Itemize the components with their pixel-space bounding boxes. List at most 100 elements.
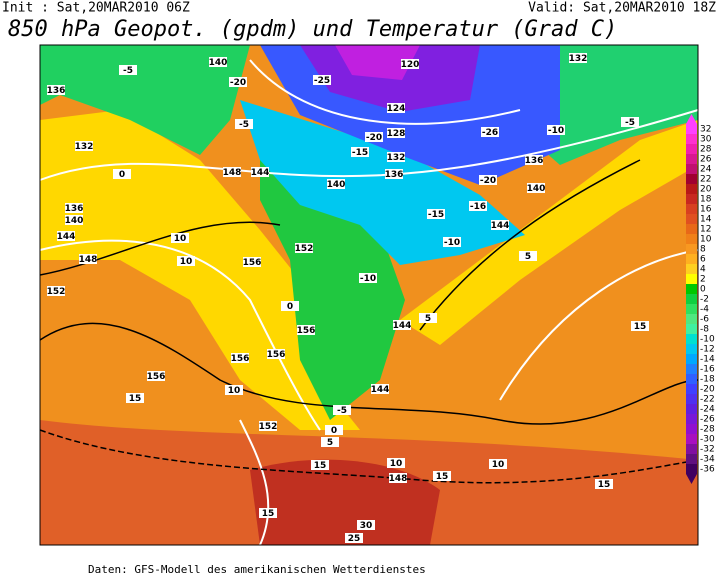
colorbar-swatch	[686, 294, 697, 304]
colorbar-swatch	[686, 324, 697, 334]
colorbar-swatch	[686, 434, 697, 444]
label-box	[259, 421, 277, 431]
label-box	[147, 371, 165, 381]
label-box	[489, 459, 507, 469]
label-box	[79, 254, 97, 264]
colorbar-bottom-arrow	[686, 474, 697, 484]
label-box	[631, 321, 649, 331]
colorbar-swatch	[686, 224, 697, 234]
colorbar-swatch	[686, 444, 697, 454]
label-box	[47, 85, 65, 95]
colorbar-swatch	[686, 184, 697, 194]
label-box	[371, 384, 389, 394]
colorbar-label: -26	[700, 415, 715, 425]
contour-label: 0	[287, 302, 293, 312]
contour-label: 10	[174, 234, 187, 244]
colorbar-swatch	[686, 404, 697, 414]
colorbar-label: 6	[700, 255, 706, 265]
colorbar-label: -30	[700, 435, 715, 445]
colorbar-top-arrow	[686, 114, 697, 124]
colorbar-label: 32	[700, 125, 711, 135]
contour-label: 124	[387, 104, 406, 114]
contour-label: 144	[251, 168, 270, 178]
label-box	[47, 286, 65, 296]
label-box	[389, 473, 407, 483]
colorbar-swatch	[686, 334, 697, 344]
footer-source: Daten: GFS-Modell des amerikanischen Wet…	[88, 563, 426, 576]
contour-label: 148	[79, 255, 98, 265]
label-box	[297, 325, 315, 335]
colorbar-swatch	[686, 254, 697, 264]
map-field	[39, 44, 699, 546]
contour-label: -5	[625, 118, 635, 128]
contour-label: 15	[436, 472, 449, 482]
colorbar-swatch	[686, 244, 697, 254]
colorbar-swatch	[686, 274, 697, 284]
colorbar-swatch	[686, 344, 697, 354]
contour-label: 136	[525, 156, 544, 166]
contour-label: 136	[47, 86, 66, 96]
contour-label: 148	[223, 168, 242, 178]
colorbar-swatch	[686, 374, 697, 384]
colorbar-label: 4	[700, 265, 706, 275]
label-box	[243, 257, 261, 267]
label-box	[387, 458, 405, 468]
contour-label: -16	[470, 202, 486, 212]
colorbar-label: -34	[700, 455, 715, 465]
contour-label: 15	[598, 480, 611, 490]
colorbar-label: -16	[700, 365, 715, 375]
colorbar-swatch	[686, 354, 697, 364]
contour-label: 152	[47, 287, 66, 297]
colorbar-swatch	[686, 264, 697, 274]
contour-label: 132	[387, 153, 406, 163]
colorbar-label: 0	[700, 285, 706, 295]
colorbar-label: 18	[700, 195, 712, 205]
contour-label: 25	[348, 534, 361, 544]
label-box	[225, 385, 243, 395]
label-box	[419, 313, 437, 323]
label-box	[65, 203, 83, 213]
colorbar-swatch	[686, 154, 697, 164]
contour-label: -10	[444, 238, 460, 248]
colorbar-swatch	[686, 464, 697, 474]
colorbar-label: 24	[700, 165, 712, 175]
contour-label: 128	[387, 129, 406, 139]
colorbar-swatch	[686, 364, 697, 374]
label-box	[126, 393, 144, 403]
colorbar-label: -28	[700, 425, 715, 435]
contour-label: -20	[480, 176, 496, 186]
label-box	[365, 132, 383, 142]
contour-label: 136	[65, 204, 84, 214]
contour-label: 144	[57, 232, 76, 242]
label-box	[325, 425, 343, 435]
colorbar-swatch	[686, 304, 697, 314]
label-box	[387, 103, 405, 113]
label-box	[443, 237, 461, 247]
contour-label: 132	[569, 54, 588, 64]
label-box	[177, 256, 195, 266]
label-box	[209, 57, 227, 67]
colorbar-label: 16	[700, 205, 712, 215]
contour-label: 15	[634, 322, 647, 332]
label-box	[75, 141, 93, 151]
colorbar-label: -4	[700, 305, 709, 315]
label-box	[267, 349, 285, 359]
colorbar-swatch	[686, 284, 697, 294]
contour-label: 148	[389, 474, 408, 484]
colorbar-swatch	[686, 314, 697, 324]
contour-label: 132	[75, 142, 94, 152]
colorbar-label: -22	[700, 395, 715, 405]
colorbar-swatch	[686, 134, 697, 144]
contour-label: -5	[337, 406, 347, 416]
colorbar-label: -8	[700, 325, 709, 335]
contour-label: 140	[527, 184, 546, 194]
label-box	[387, 152, 405, 162]
colorbar-swatch	[686, 214, 697, 224]
contour-label: 144	[371, 385, 390, 395]
colorbar-label: -12	[700, 345, 715, 355]
map-title: 850 hPa Geopot. (gpdm) und Temperatur (G…	[8, 17, 617, 42]
colorbar-swatch	[686, 454, 697, 464]
colorbar-label: 30	[700, 135, 712, 145]
init-time: Init : Sat,20MAR2010 06Z	[2, 1, 190, 16]
